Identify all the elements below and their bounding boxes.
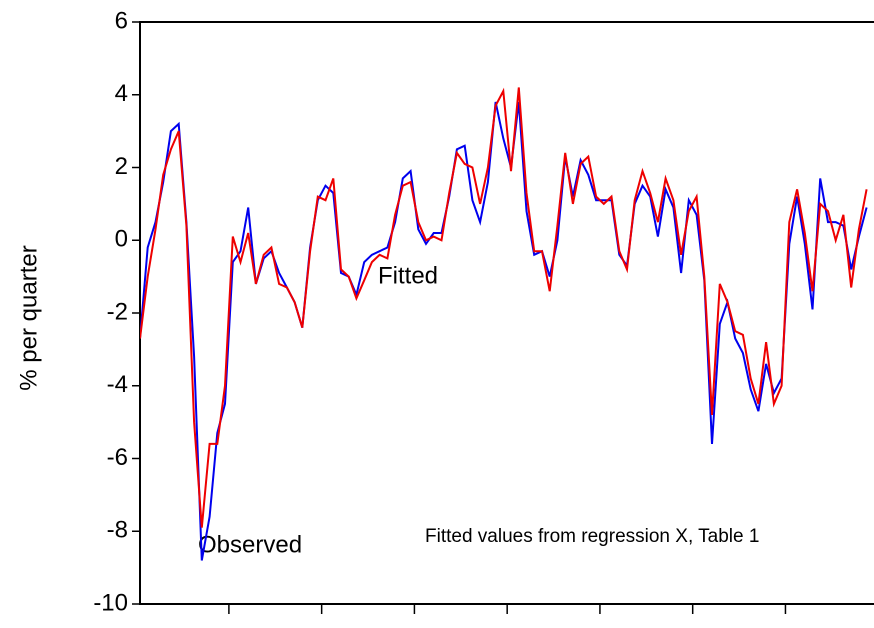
y-tick-label: 0 xyxy=(115,226,128,253)
y-tick-label: 6 xyxy=(115,7,128,34)
y-tick-label: -10 xyxy=(93,589,128,616)
y-tick-label: -6 xyxy=(107,444,128,471)
series-line xyxy=(140,87,868,528)
annotation: Fitted values from regression X, Table 1 xyxy=(425,526,759,547)
annotation: Fitted xyxy=(378,262,438,289)
annotation: Observed xyxy=(198,531,302,558)
y-tick-label: -4 xyxy=(107,371,128,398)
y-tick-label: -8 xyxy=(107,517,128,544)
axis-frame xyxy=(139,21,874,605)
y-tick-label: 2 xyxy=(115,153,128,180)
series-line xyxy=(140,101,868,561)
y-axis-label: % per quarter xyxy=(15,245,42,390)
y-tick-label: -2 xyxy=(107,298,128,325)
plot-area xyxy=(140,87,868,561)
y-tick-label: 4 xyxy=(115,80,128,107)
